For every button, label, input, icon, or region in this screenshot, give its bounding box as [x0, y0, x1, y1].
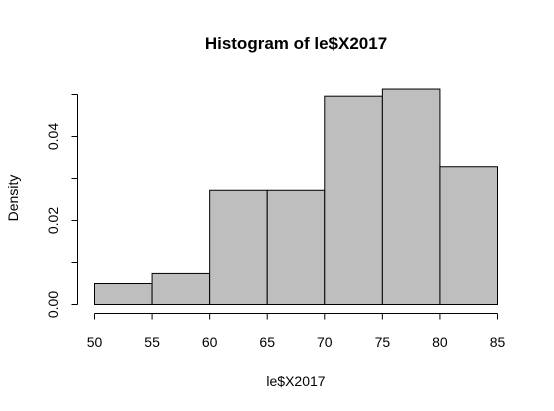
- x-tick-label-0: 50: [87, 334, 103, 350]
- histogram-bar-0: [94, 283, 153, 305]
- histogram-bar-1: [151, 272, 211, 306]
- histogram-bar-3: [266, 189, 326, 305]
- bars-group: [94, 88, 498, 306]
- histogram-bar-5: [381, 88, 441, 306]
- x-tick-label-6: 80: [432, 334, 448, 350]
- y-axis-label: Density: [5, 175, 21, 222]
- y-tick-label-0: 0.00: [45, 291, 61, 318]
- x-tick-label-4: 70: [317, 334, 333, 350]
- x-tick-label-2: 60: [202, 334, 218, 350]
- x-tick-label-5: 75: [375, 334, 391, 350]
- y-tick-label-1: 0.02: [45, 207, 61, 234]
- x-axis-label: le$X2017: [266, 373, 325, 389]
- x-tick-label-7: 85: [490, 334, 506, 350]
- chart-title: Histogram of le$X2017: [205, 34, 387, 53]
- x-tick-label-3: 65: [259, 334, 275, 350]
- x-tick-label-1: 55: [144, 334, 160, 350]
- x-axis: 50 55 60 65 70 75 80 85: [87, 313, 506, 350]
- histogram-bar-2: [209, 189, 268, 305]
- y-axis: 0.00 0.02 0.04: [45, 94, 78, 318]
- y-tick-label-2: 0.04: [45, 123, 61, 150]
- histogram-bar-6: [439, 166, 498, 305]
- histogram-bar-4: [324, 95, 383, 306]
